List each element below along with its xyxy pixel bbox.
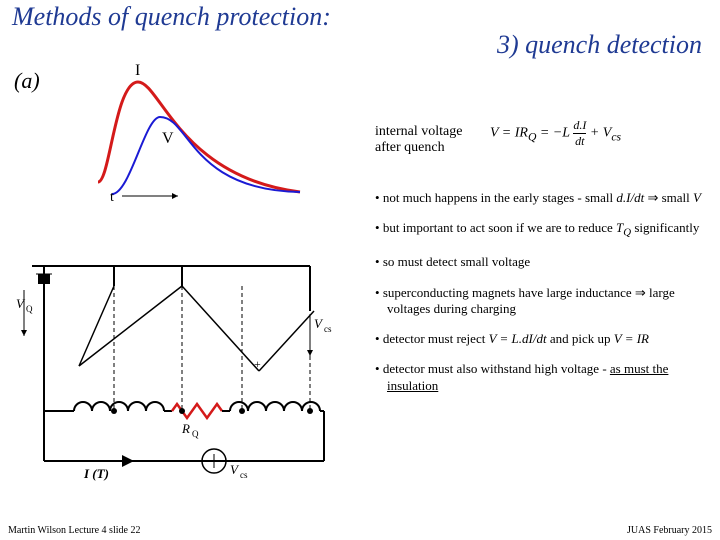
- graph-svg: [90, 62, 330, 212]
- svg-text:R: R: [181, 421, 190, 436]
- internal-voltage-label: internal voltageafter quench: [375, 124, 462, 156]
- bullet-list: not much happens in the early stages - s…: [375, 190, 705, 408]
- axis-label-I: I: [135, 62, 140, 80]
- svg-text:I (T): I (T): [83, 466, 109, 481]
- svg-text:Q: Q: [26, 304, 33, 314]
- bullet-item: detector must reject V = L.dI/dt and pic…: [375, 331, 705, 347]
- panel-label-a: (a): [14, 68, 40, 94]
- footer-left: Martin Wilson Lecture 4 slide 22: [8, 525, 140, 536]
- footer-right: JUAS February 2015: [627, 525, 712, 536]
- voltage-formula: V = IRQ = −L d.Idt + Vcs: [490, 118, 621, 149]
- bullet-item: not much happens in the early stages - s…: [375, 190, 705, 206]
- bullet-item: detector must also withstand high voltag…: [375, 361, 705, 394]
- svg-text:+: +: [254, 357, 261, 371]
- circuit-svg: VQ+VcsRQI (T)Vcs: [14, 256, 354, 496]
- svg-text:cs: cs: [324, 324, 332, 334]
- svg-text:Q: Q: [192, 429, 199, 439]
- title-line2: 3) quench detection: [0, 30, 720, 60]
- bullet-item: but important to act soon if we are to r…: [375, 220, 705, 240]
- title-line1: Methods of quench protection:: [0, 0, 720, 32]
- decay-graph: I V t: [90, 62, 330, 212]
- svg-text:cs: cs: [240, 470, 248, 480]
- circuit-diagram: VQ+VcsRQI (T)Vcs: [14, 256, 354, 496]
- axis-label-t: t: [110, 190, 114, 206]
- svg-text:V: V: [230, 462, 240, 477]
- internal-voltage-text: internal voltageafter quench: [375, 124, 462, 155]
- bullet-item: so must detect small voltage: [375, 254, 705, 270]
- bullet-item: superconducting magnets have large induc…: [375, 285, 705, 318]
- svg-text:V: V: [314, 316, 324, 331]
- axis-label-V: V: [162, 130, 174, 148]
